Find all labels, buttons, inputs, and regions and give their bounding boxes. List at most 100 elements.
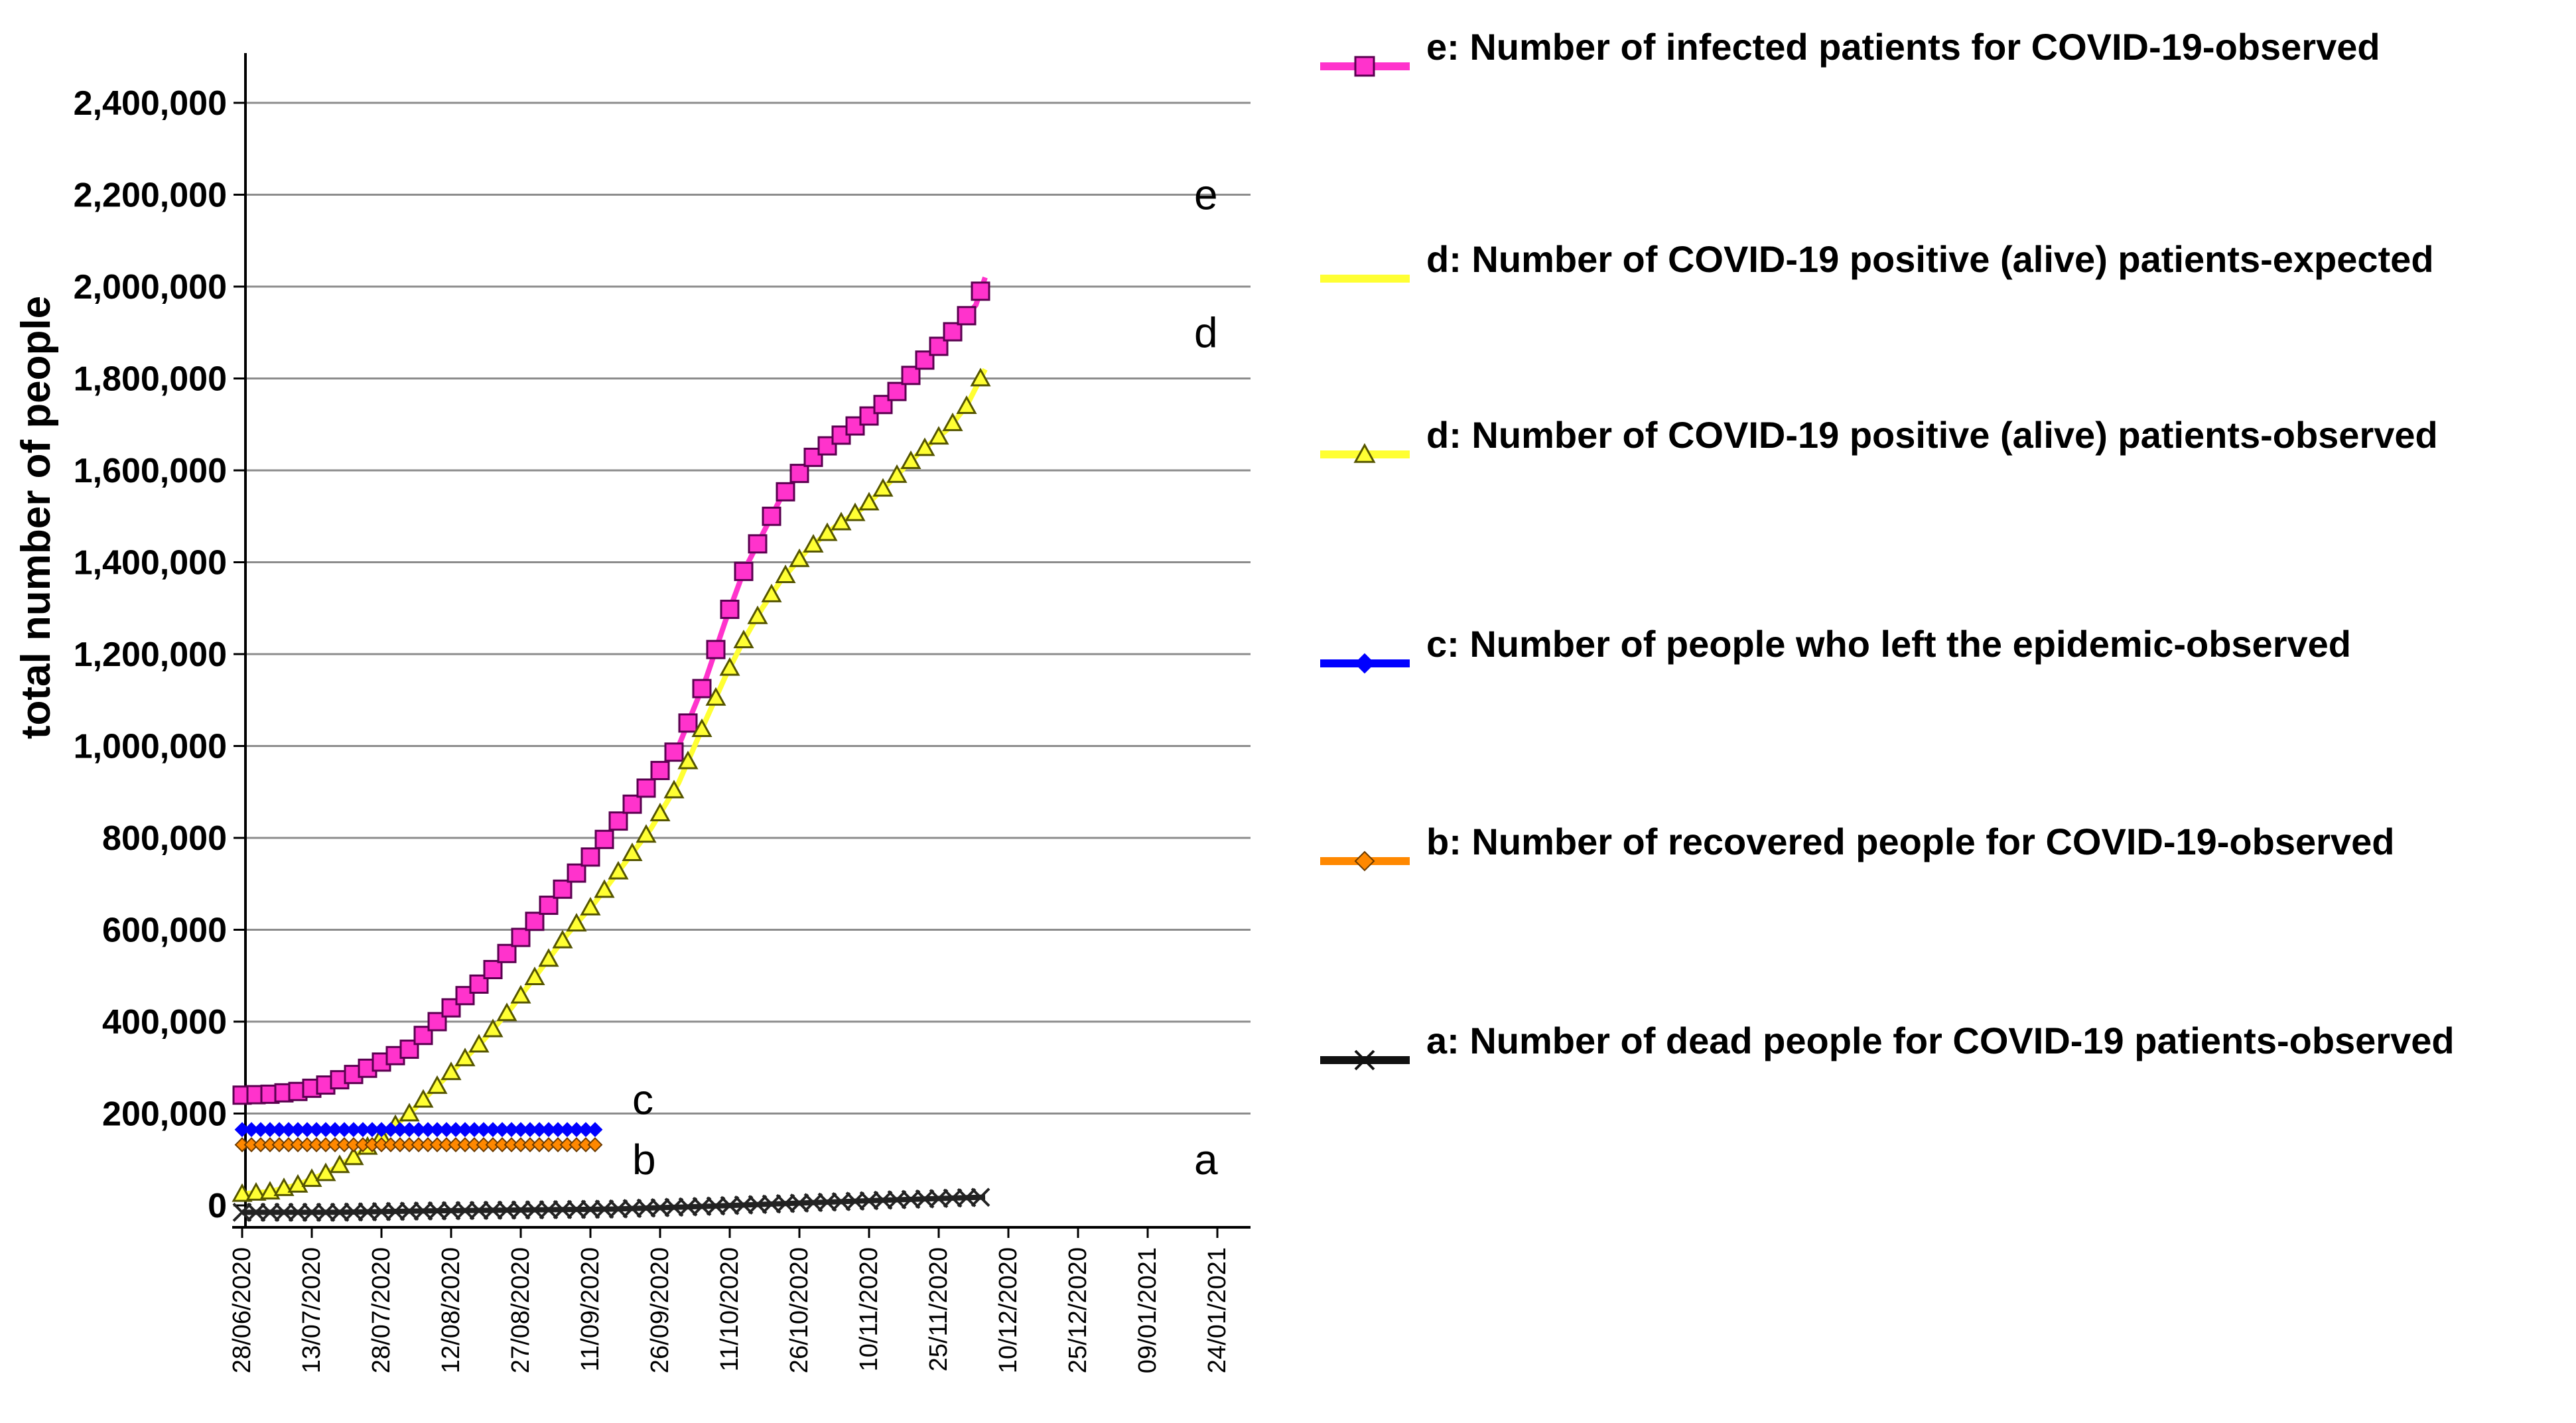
- data-point-d_obs: [691, 718, 712, 738]
- data-point-a: [692, 1197, 712, 1217]
- y-tick-label: 2,400,000: [74, 84, 227, 123]
- x-tick-label: 10/11/2020: [855, 1247, 883, 1371]
- data-point-e: [706, 640, 726, 659]
- legend-label: d: Number of COVID-19 positive (alive) p…: [1426, 414, 2438, 456]
- legend-item: d: Number of COVID-19 positive (alive) p…: [1320, 238, 2434, 283]
- data-point-a: [971, 1187, 990, 1207]
- data-point-d_obs: [566, 913, 587, 932]
- data-point-e: [483, 960, 503, 980]
- data-point-d_obs: [552, 929, 573, 949]
- data-point-a: [873, 1190, 893, 1210]
- data-point-a: [399, 1201, 419, 1221]
- x-tick-label: 24/01/2021: [1203, 1247, 1231, 1373]
- data-point-a: [441, 1201, 461, 1221]
- data-point-a: [720, 1195, 740, 1215]
- data-point-a: [789, 1193, 809, 1213]
- data-point-a: [567, 1199, 586, 1219]
- data-point-e: [971, 281, 990, 301]
- data-point-a: [636, 1198, 656, 1218]
- data-point-a: [706, 1196, 726, 1216]
- data-point-d_obs: [719, 657, 740, 676]
- data-point-d_obs: [775, 565, 796, 584]
- data-point-d_obs: [914, 437, 935, 456]
- data-point-d_obs: [761, 583, 782, 602]
- y-axis-label: total number of people: [13, 296, 59, 739]
- data-point-a: [455, 1201, 475, 1221]
- data-point-a: [845, 1191, 865, 1211]
- data-point-e: [553, 879, 573, 899]
- data-point-a: [580, 1199, 600, 1219]
- data-point-d_obs: [259, 1181, 281, 1200]
- data-point-a: [274, 1202, 294, 1222]
- data-point-d_obs: [956, 395, 977, 414]
- data-point-d_obs: [468, 1034, 490, 1053]
- legend-item: b: Number of recovered people for COVID-…: [1320, 821, 2394, 872]
- series-d_obs: [232, 368, 991, 1202]
- data-point-d_obs: [232, 1183, 253, 1202]
- data-point-a: [957, 1187, 977, 1207]
- data-point-a: [232, 1202, 252, 1222]
- x-tick-label: 26/09/2020: [646, 1247, 674, 1373]
- data-point-e: [887, 381, 907, 401]
- data-point-e: [399, 1040, 419, 1059]
- data-point-e: [525, 912, 545, 931]
- legend-item: d: Number of COVID-19 positive (alive) p…: [1320, 414, 2438, 463]
- data-point-d_obs: [970, 368, 991, 387]
- x-tick-label: 26/10/2020: [785, 1247, 813, 1373]
- data-point-a: [246, 1202, 266, 1222]
- data-point-e: [720, 599, 740, 619]
- x-tick-label: 25/12/2020: [1064, 1247, 1092, 1373]
- data-point-e: [957, 306, 977, 326]
- data-point-d_obs: [789, 548, 810, 567]
- y-tick-label: 400,000: [102, 1003, 227, 1042]
- data-point-a: [358, 1202, 377, 1222]
- data-point-d_obs: [872, 478, 894, 497]
- data-point-d_obs: [454, 1048, 476, 1067]
- x-tick-label: 10/12/2020: [994, 1247, 1022, 1373]
- grid-lines: [245, 102, 1251, 1115]
- data-point-a: [302, 1202, 322, 1222]
- data-point-e: [539, 896, 559, 915]
- data-point-a: [803, 1193, 823, 1213]
- data-point-d_obs: [538, 948, 559, 967]
- data-point-a: [762, 1194, 781, 1214]
- y-tick-labels: 0 200,000 400,000 600,000 800,000 1,000,000 1,…: [74, 84, 227, 1225]
- legend-label: b: Number of recovered people for COVID-…: [1426, 821, 2394, 862]
- legend-swatch-marker: [1353, 442, 1376, 463]
- data-point-e: [511, 927, 531, 947]
- curve-label-d: d: [1194, 308, 1218, 356]
- x-tick-label: 28/06/2020: [228, 1247, 256, 1373]
- legend-label: a: Number of dead people for COVID-19 pa…: [1426, 1020, 2455, 1061]
- legend-item: c: Number of people who left the epidemi…: [1320, 623, 2351, 674]
- data-point-e: [901, 366, 921, 385]
- data-point-a: [469, 1201, 489, 1220]
- curve-label-e: e: [1194, 171, 1218, 219]
- legend-label: c: Number of people who left the epidemi…: [1426, 623, 2351, 665]
- data-point-a: [385, 1201, 405, 1221]
- data-point-a: [831, 1191, 851, 1211]
- data-point-d_obs: [496, 1002, 517, 1022]
- data-point-d_obs: [482, 1018, 504, 1038]
- x-tick-labels: 28/06/2020 13/07/2020 28/07/2020 12/08/2020…: [228, 1247, 1231, 1373]
- y-tick-label: 0: [208, 1187, 227, 1225]
- data-point-a: [678, 1197, 698, 1217]
- data-point-a: [316, 1202, 336, 1222]
- legend: e: Number of infected patients for COVID…: [1320, 26, 2455, 1071]
- series-c: [234, 1122, 603, 1138]
- data-point-a: [497, 1200, 517, 1220]
- data-point-e: [622, 794, 642, 814]
- data-point-e: [748, 534, 768, 554]
- data-point-b: [587, 1137, 603, 1153]
- data-point-a: [511, 1200, 531, 1220]
- legend-swatch-marker: [1354, 1050, 1375, 1071]
- data-point-d_obs: [900, 450, 921, 470]
- legend-swatch-marker: [1354, 653, 1375, 674]
- data-point-d_obs: [747, 605, 768, 624]
- y-tick-label: 1,800,000: [74, 360, 227, 399]
- data-point-d_obs: [622, 842, 643, 861]
- data-point-d_obs: [733, 630, 754, 649]
- data-point-e: [678, 713, 698, 733]
- data-point-d_obs: [649, 802, 671, 821]
- data-point-d_obs: [301, 1168, 322, 1187]
- axes: [232, 53, 1251, 1238]
